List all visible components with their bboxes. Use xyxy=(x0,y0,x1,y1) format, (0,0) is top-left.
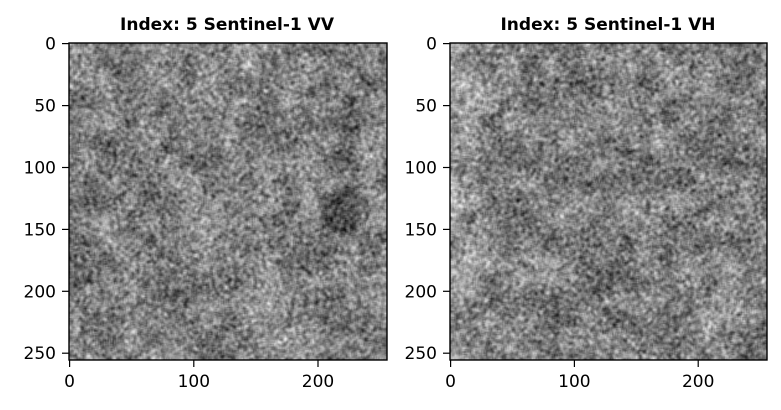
panel-vv-y-tick-label: 250 xyxy=(24,344,56,364)
panel-vh-y-tick-label: 50 xyxy=(415,97,437,117)
panel-vv-x-axis: 0 100 200 xyxy=(64,360,334,392)
panel-vh-y-axis: 0 50 100 150 200 250 xyxy=(405,35,450,364)
panel-vv: Index: 5 Sentinel-1 VV 0 50 100 150 200 … xyxy=(24,15,388,392)
panel-vh-y-tick-label: 150 xyxy=(405,220,437,240)
panel-vh-x-tick-label: 200 xyxy=(682,372,714,392)
panel-vv-y-tick-label: 0 xyxy=(45,35,56,55)
panel-vh-y-tick-label: 250 xyxy=(405,344,437,364)
panel-vh-y-tick-label: 200 xyxy=(405,282,437,302)
panel-vh-y-tick-label: 100 xyxy=(405,159,437,179)
sar-image-vv xyxy=(69,43,387,360)
sar-image-vh xyxy=(450,43,767,360)
panel-vv-title: Index: 5 Sentinel-1 VV xyxy=(120,15,335,35)
panel-vh-x-tick-label: 0 xyxy=(445,372,456,392)
panel-vh-frame xyxy=(449,42,768,361)
panel-vv-y-axis: 0 50 100 150 200 250 xyxy=(24,35,69,364)
panel-vh: Index: 5 Sentinel-1 VH 0 50 100 150 200 … xyxy=(405,15,768,392)
panel-vv-y-tick-label: 50 xyxy=(34,97,56,117)
panel-vv-frame xyxy=(68,42,388,361)
panel-vv-x-tick-label: 0 xyxy=(64,372,75,392)
panel-vv-image-holder xyxy=(69,43,387,360)
panel-vh-title: Index: 5 Sentinel-1 VH xyxy=(500,15,715,35)
panel-vv-x-tick-label: 100 xyxy=(178,372,210,392)
panel-vh-x-axis: 0 100 200 xyxy=(445,360,714,392)
panel-vv-x-tick-label: 200 xyxy=(302,372,334,392)
panel-vh-image-holder xyxy=(450,43,767,360)
panel-vh-y-tick-label: 0 xyxy=(426,35,437,55)
panel-vv-y-tick-label: 200 xyxy=(24,282,56,302)
panel-vh-x-tick-label: 100 xyxy=(558,372,590,392)
panel-vv-y-tick-label: 100 xyxy=(24,159,56,179)
panel-vv-y-tick-label: 150 xyxy=(24,220,56,240)
